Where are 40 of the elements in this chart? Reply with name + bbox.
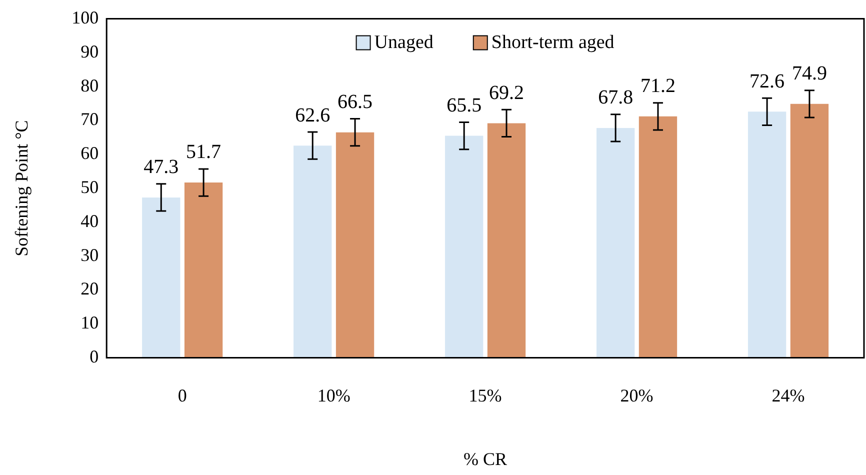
- x-tick-label: 0: [178, 385, 187, 406]
- bar: [184, 182, 223, 358]
- data-label: 47.3: [144, 156, 179, 178]
- x-axis-title: % CR: [464, 448, 508, 469]
- x-tick-label: 10%: [317, 385, 350, 406]
- data-label: 74.9: [792, 62, 827, 85]
- y-tick-label: 40: [80, 210, 99, 231]
- data-label: 51.7: [186, 141, 222, 164]
- data-label: 62.6: [295, 104, 330, 126]
- data-label: 69.2: [489, 82, 524, 104]
- y-tick-label: 10: [80, 312, 99, 333]
- y-tick-label: 20: [80, 278, 99, 299]
- y-tick-label: 0: [90, 346, 99, 367]
- y-tick-label: 30: [80, 244, 99, 265]
- y-tick-label: 70: [80, 109, 99, 130]
- y-tick-label: 90: [80, 41, 99, 62]
- bar: [445, 136, 484, 358]
- data-label: 67.8: [598, 86, 634, 109]
- bar: [596, 128, 635, 358]
- data-label: 71.2: [640, 75, 676, 98]
- bar: [142, 197, 180, 358]
- bar: [336, 132, 374, 358]
- bar: [790, 104, 829, 358]
- y-tick-label: 60: [80, 143, 99, 164]
- data-label: 65.5: [446, 94, 482, 116]
- y-tick-label: 50: [80, 177, 99, 198]
- y-tick-label: 100: [72, 8, 99, 28]
- bar: [294, 146, 332, 358]
- bar: [487, 123, 526, 358]
- legend-label: Short-term aged: [491, 32, 615, 53]
- data-label: 66.5: [338, 91, 373, 114]
- x-tick-label: 15%: [468, 385, 502, 406]
- bar: [748, 112, 786, 358]
- y-axis-title: Softening Point °C: [12, 120, 32, 256]
- data-label: 72.6: [750, 70, 785, 92]
- y-tick-label: 80: [80, 75, 99, 96]
- legend-label: Unaged: [374, 32, 434, 53]
- bar: [638, 116, 678, 358]
- x-tick-label: 20%: [620, 385, 654, 406]
- x-tick-label: 24%: [772, 385, 805, 406]
